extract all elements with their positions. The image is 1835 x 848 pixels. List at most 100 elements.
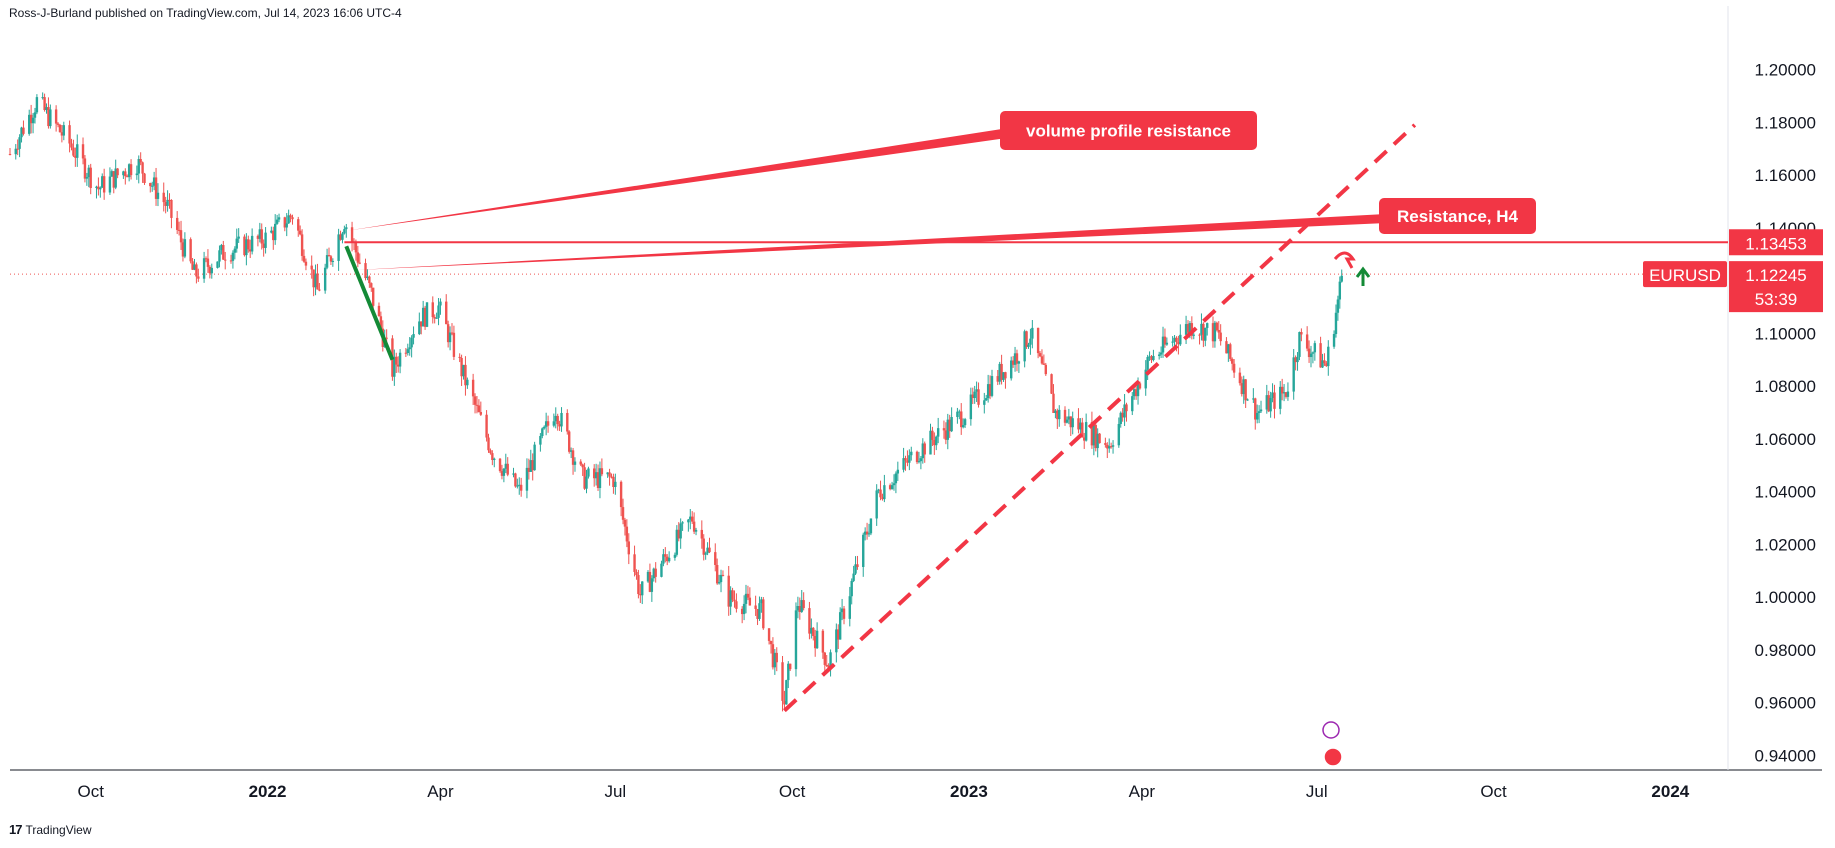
candle-body	[412, 334, 415, 338]
candle-body	[585, 476, 588, 489]
candle-body	[829, 652, 832, 669]
candle-body	[1298, 332, 1301, 357]
candle-body	[498, 458, 502, 472]
candle	[89, 163, 92, 195]
candle-body	[835, 629, 838, 653]
candle	[220, 243, 223, 255]
candle-body	[692, 521, 696, 532]
candle	[1192, 333, 1195, 340]
candle	[1152, 349, 1155, 362]
candle	[258, 222, 262, 243]
candle	[452, 325, 456, 361]
candle-body	[1282, 392, 1286, 394]
candle	[796, 596, 800, 619]
candle	[325, 248, 329, 270]
candle-body	[1269, 397, 1272, 412]
candle-body	[275, 219, 279, 224]
candle	[97, 177, 100, 196]
candle	[823, 651, 827, 674]
candle	[1252, 388, 1255, 403]
candle-body	[341, 233, 344, 240]
candle	[1336, 295, 1340, 321]
candle	[935, 435, 938, 451]
candle-body	[235, 238, 238, 249]
up-arrow-icon	[1355, 266, 1371, 286]
candle	[410, 335, 413, 358]
candle	[1219, 324, 1222, 346]
candle	[331, 258, 335, 267]
candle-body	[300, 234, 304, 256]
candle	[539, 433, 542, 452]
candle	[1200, 313, 1203, 341]
candle-body	[304, 261, 308, 266]
candle	[892, 474, 896, 491]
candle	[1217, 321, 1220, 339]
candle-body	[1161, 336, 1165, 353]
candle-body	[1152, 355, 1155, 361]
candle	[919, 456, 923, 470]
candle	[1255, 404, 1259, 424]
candle	[785, 679, 788, 705]
candle-body	[460, 357, 463, 377]
candle	[606, 472, 609, 478]
candle-body	[99, 187, 102, 190]
candle	[694, 527, 698, 536]
candle	[195, 262, 198, 284]
candle-body	[664, 554, 667, 557]
candle	[487, 433, 490, 453]
candle-body	[675, 529, 679, 555]
candle-body	[1144, 369, 1147, 389]
candle-body	[1327, 346, 1330, 367]
candle-body	[821, 630, 825, 653]
candle-body	[1273, 392, 1276, 409]
candle-body	[1056, 410, 1059, 420]
candle	[312, 269, 315, 297]
candle-body	[1027, 344, 1030, 347]
candle	[1013, 346, 1017, 372]
candle	[273, 214, 277, 245]
candle	[1104, 437, 1107, 448]
candle-body	[541, 428, 544, 436]
candle	[270, 226, 273, 234]
candle	[102, 168, 106, 200]
candle-body	[946, 419, 949, 440]
candle-body	[491, 453, 494, 460]
candle	[464, 356, 467, 396]
candle-body	[735, 601, 738, 609]
candle	[598, 461, 602, 499]
candle	[1213, 320, 1217, 348]
candle-body	[377, 305, 381, 317]
candle-body	[606, 472, 609, 475]
candle-body	[787, 663, 790, 681]
candle-body	[1119, 412, 1122, 424]
candle-body	[285, 223, 288, 228]
candle-body	[1227, 344, 1230, 354]
candle-body	[808, 608, 811, 634]
candle	[1311, 351, 1315, 364]
publisher-note: Ross-J-Burland published on TradingView.…	[9, 6, 402, 20]
candle	[193, 258, 196, 271]
candle-body	[1131, 396, 1134, 412]
candle-body	[1257, 411, 1261, 413]
curved-arrow-icon	[1333, 251, 1356, 269]
candle	[249, 239, 252, 259]
candle-body	[45, 107, 48, 111]
candle-body	[101, 176, 104, 188]
candle	[202, 251, 206, 283]
candle	[610, 473, 613, 479]
candle-body	[1050, 374, 1053, 394]
candle-body	[433, 317, 436, 319]
candle-body	[837, 629, 840, 640]
candle-body	[418, 321, 421, 335]
candle	[1273, 384, 1276, 419]
candle-body	[1186, 324, 1190, 333]
candle-body	[298, 230, 302, 235]
candle	[681, 521, 684, 531]
candle	[310, 255, 313, 279]
annotation-pointer	[355, 214, 1382, 271]
candle-body	[28, 114, 31, 134]
candle	[1319, 336, 1322, 368]
candle-body	[20, 127, 23, 138]
candle-body	[31, 117, 35, 124]
